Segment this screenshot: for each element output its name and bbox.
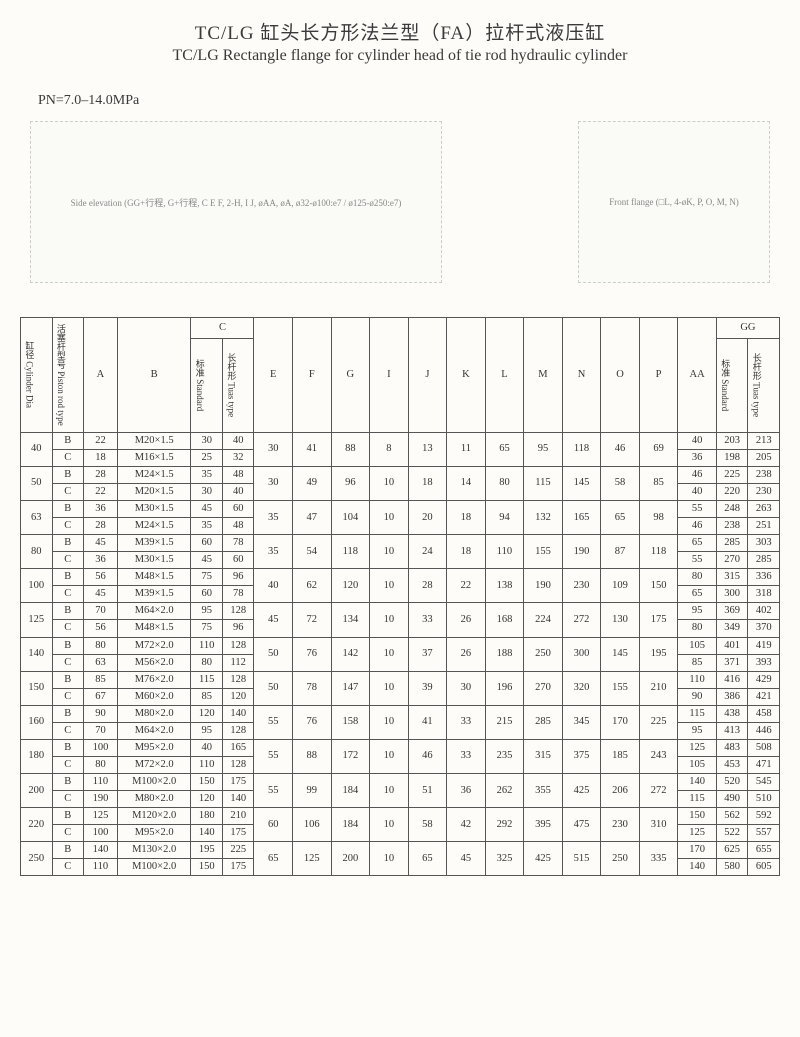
spec-table-body: 40B22M20×1.53040304188813116595118466940…: [21, 432, 780, 876]
h-E: E: [254, 318, 293, 433]
h-GG-std: 标准 Standard: [719, 355, 731, 415]
front-flange-diagram: Front flange (□L, 4-øK, P, O, M, N): [578, 121, 770, 283]
table-row: 250B140M130×2.01952256512520010654532542…: [21, 842, 780, 859]
h-C-std: 标准 Standard: [193, 355, 205, 415]
diagram-row: Side elevation (GG+行程, G+行程, C E F, 2-H,…: [30, 117, 770, 287]
table-row: 63B36M30×1.54560354710410201894132165659…: [21, 501, 780, 518]
h-K: K: [447, 318, 486, 433]
h-rod-type: 活塞杆型号 Piston rod type: [55, 320, 67, 430]
title-block: TC/LG 缸头长方形法兰型（FA）拉杆式液压缸 TC/LG Rectangle…: [20, 18, 780, 65]
h-C-tuas: 长杆形 Tuas type: [225, 349, 237, 421]
h-B: B: [117, 318, 191, 433]
h-O: O: [601, 318, 640, 433]
h-P: P: [639, 318, 678, 433]
side-diagram-label: Side elevation (GG+行程, G+行程, C E F, 2-H,…: [71, 196, 402, 209]
table-row: 180B100M95×2.040165558817210463323531537…: [21, 739, 780, 756]
table-row: 125B70M64×2.0951284572134103326168224272…: [21, 603, 780, 620]
front-diagram-label: Front flange (□L, 4-øK, P, O, M, N): [609, 197, 738, 207]
table-row: 220B125M120×2.01802106010618410584229239…: [21, 808, 780, 825]
table-row: 140B80M72×2.0110128507614210372618825030…: [21, 637, 780, 654]
h-M: M: [524, 318, 563, 433]
h-F: F: [293, 318, 332, 433]
h-GG-tuas: 长杆形 Tuas type: [750, 349, 762, 421]
h-J: J: [408, 318, 447, 433]
h-N: N: [562, 318, 601, 433]
table-row: 200B110M100×2.01501755599184105136262355…: [21, 774, 780, 791]
table-row: 50B28M24×1.53548304996101814801151455885…: [21, 466, 780, 483]
h-GG: GG: [716, 318, 779, 339]
table-row: 80B45M39×1.56078355411810241811015519087…: [21, 535, 780, 552]
table-row: 160B90M80×2.0120140557615810413321528534…: [21, 705, 780, 722]
table-row: 40B22M20×1.53040304188813116595118466940…: [21, 432, 780, 449]
h-cyl-dia: 缸径 Cylinder Dia: [23, 337, 35, 412]
h-C: C: [191, 318, 254, 339]
side-elevation-diagram: Side elevation (GG+行程, G+行程, C E F, 2-H,…: [30, 121, 442, 283]
table-row: 100B56M48×1.5759640621201028221381902301…: [21, 569, 780, 586]
title-english: TC/LG Rectangle flange for cylinder head…: [20, 47, 780, 65]
h-L: L: [485, 318, 524, 433]
spec-table-head: 缸径 Cylinder Dia 活塞杆型号 Piston rod type A …: [21, 318, 780, 433]
h-I: I: [370, 318, 409, 433]
h-A: A: [84, 318, 118, 433]
spec-table: 缸径 Cylinder Dia 活塞杆型号 Piston rod type A …: [20, 317, 780, 876]
h-G: G: [331, 318, 370, 433]
pressure-rating: PN=7.0–14.0MPa: [38, 93, 780, 109]
title-chinese: TC/LG 缸头长方形法兰型（FA）拉杆式液压缸: [20, 18, 780, 45]
table-row: 150B85M76×2.0115128507814710393019627032…: [21, 671, 780, 688]
h-AA: AA: [678, 318, 717, 433]
